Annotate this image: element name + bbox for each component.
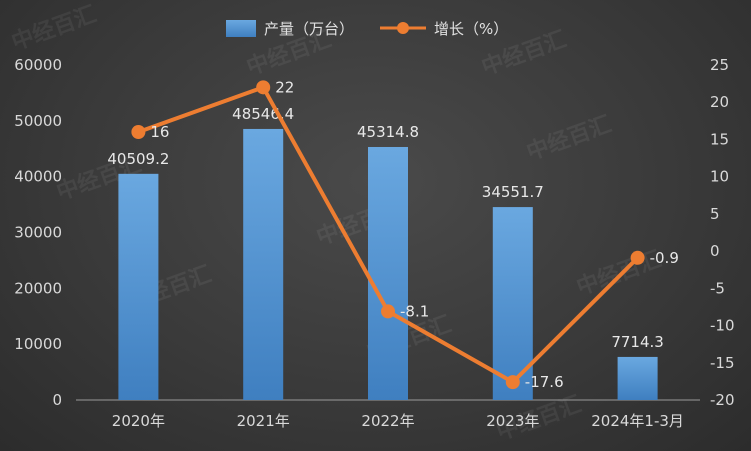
right-axis-tick-label: -10 — [710, 317, 735, 335]
line-series: 16 22 -8.1 -17.6 -0.9 — [131, 78, 679, 391]
bar-series: 40509.2 48546.4 45314.8 34551.7 7714.3 — [107, 105, 664, 400]
bar-value-label: 7714.3 — [611, 333, 664, 351]
x-axis-tick-label: 2024年1-3月 — [591, 412, 684, 430]
left-axis-tick-label: 0 — [52, 391, 62, 409]
right-axis-tick-label: -15 — [710, 354, 735, 372]
bar-value-label: 34551.7 — [482, 183, 544, 201]
x-axis-tick-label: 2021年 — [237, 412, 290, 430]
bar — [617, 356, 658, 400]
growth-point — [131, 125, 146, 139]
bar — [368, 146, 408, 400]
right-axis: -20 -15 -10 -5 0 5 10 15 20 25 — [710, 56, 735, 409]
left-axis-tick-label: 50000 — [14, 112, 62, 130]
left-axis-tick-label: 30000 — [14, 224, 62, 242]
left-axis-tick-label: 10000 — [14, 335, 62, 353]
growth-value-label: 16 — [150, 123, 169, 141]
x-axis-tick-label: 2020年 — [112, 412, 165, 430]
growth-value-label: -17.6 — [525, 373, 564, 391]
right-axis-tick-label: 0 — [710, 242, 720, 260]
x-axis: 2020年 2021年 2022年 2023年 2024年1-3月 — [112, 412, 684, 430]
legend-bar-label: 产量（万台） — [264, 20, 354, 38]
left-axis-tick-label: 40000 — [14, 168, 62, 186]
right-axis-tick-label: 5 — [710, 205, 720, 223]
bar-value-label: 45314.8 — [357, 123, 419, 141]
bar — [492, 207, 533, 400]
bar-value-label: 48546.4 — [232, 105, 294, 123]
left-axis-tick-label: 20000 — [14, 279, 62, 297]
growth-value-label: -0.9 — [650, 249, 679, 267]
x-axis-tick-label: 2022年 — [361, 412, 414, 430]
bar — [243, 128, 284, 400]
growth-value-label: -8.1 — [400, 302, 429, 320]
right-axis-tick-label: -5 — [710, 279, 725, 297]
right-axis-tick-label: 25 — [710, 56, 729, 74]
x-axis-tick-label: 2023年 — [486, 412, 539, 430]
legend-line-label: 增长（%） — [434, 20, 508, 38]
bar-value-label: 40509.2 — [107, 150, 169, 168]
growth-point — [256, 80, 271, 95]
growth-value-label: 22 — [275, 78, 294, 96]
legend-bar-swatch — [226, 20, 256, 37]
right-axis-tick-label: 10 — [710, 168, 729, 186]
watermark-text: 中经百汇 — [8, 1, 100, 56]
legend-line-marker — [397, 22, 409, 34]
right-axis-tick-label: 15 — [710, 130, 729, 148]
growth-point — [630, 250, 645, 265]
growth-point — [505, 375, 520, 390]
left-axis-tick-label: 60000 — [14, 56, 62, 74]
bar — [118, 173, 159, 400]
right-axis-tick-label: -20 — [710, 391, 735, 409]
right-axis-tick-label: 20 — [710, 93, 729, 111]
growth-point — [381, 304, 395, 319]
watermark-text: 中经百汇 — [523, 111, 615, 166]
left-axis: 0 10000 20000 30000 40000 50000 60000 — [14, 56, 62, 409]
legend: 产量（万台） 增长（%） — [226, 20, 508, 38]
